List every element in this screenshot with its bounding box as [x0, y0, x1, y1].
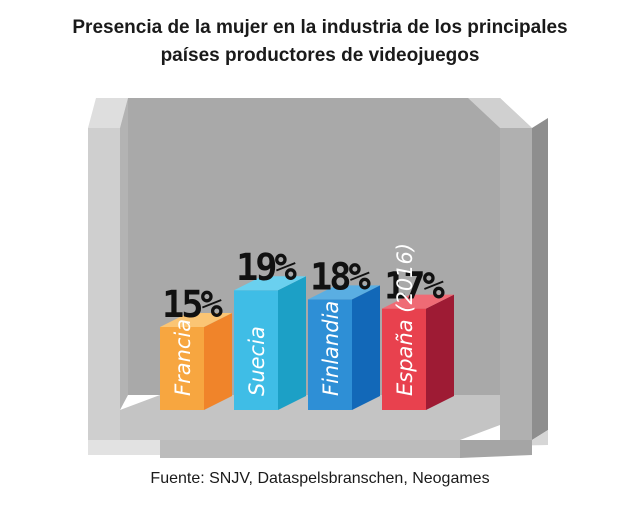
source-note: Fuente: SNJV, Dataspelsbranschen, Neogam…	[150, 470, 490, 487]
chart-title-line-2: países productores de videojuegos	[160, 45, 480, 66]
bar-front-face	[160, 327, 204, 410]
labels-group: 15%Francia 19% Suecia 18% Finlandia 17%España…	[162, 243, 449, 396]
bar-side-face	[352, 285, 380, 410]
category-label-2: Suecia	[245, 326, 269, 396]
bar-top-face	[382, 294, 454, 309]
bar-front-face	[234, 290, 278, 410]
chart-title-line-1: Presencia de la mujer en la industria de…	[72, 17, 568, 38]
category-label-1: Francia	[171, 319, 195, 396]
bar-1	[160, 313, 232, 410]
value-label-3: 18%	[310, 255, 372, 298]
value-label-4: 17%	[384, 265, 446, 308]
bar-front-face	[382, 308, 426, 410]
chart-title: Presencia de la mujer en la industria de…	[0, 14, 640, 70]
value-label-1: 15%	[162, 283, 224, 326]
bar-top-face	[160, 313, 232, 327]
bar-4	[382, 294, 454, 410]
category-label-3: Finlandia	[319, 301, 343, 396]
bars-group	[160, 276, 454, 410]
bar-top-face	[308, 285, 380, 300]
bar-side-face	[204, 313, 232, 410]
bar-2	[234, 276, 306, 410]
bar-top-face	[234, 276, 306, 291]
category-label-4: España (2016)	[393, 243, 417, 396]
bar-3	[308, 285, 380, 410]
value-label-2: 19%	[236, 246, 298, 289]
bar-side-face	[278, 276, 306, 410]
bar-front-face	[308, 299, 352, 410]
bar-side-face	[426, 294, 454, 410]
